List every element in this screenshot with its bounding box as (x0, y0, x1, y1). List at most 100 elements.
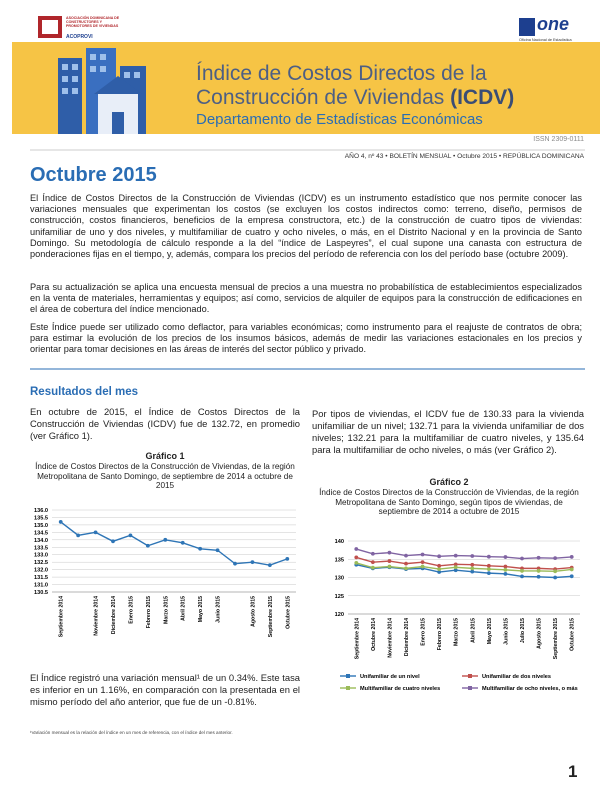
data-point (520, 569, 524, 573)
x-tick-label: Agosto 2015 (250, 596, 256, 627)
data-point (354, 555, 359, 560)
data-point (536, 574, 541, 579)
one-logo-mark (519, 18, 535, 36)
data-point (520, 556, 524, 561)
data-point (453, 553, 458, 558)
x-tick-label: Enero 2015 (421, 618, 427, 646)
y-tick-label: 135.0 (34, 523, 48, 529)
chart-caption: Gráfico 2 Índice de Costos Directos de la… (318, 477, 580, 517)
data-point (569, 555, 574, 559)
data-point (387, 550, 392, 555)
data-point (370, 565, 375, 570)
data-point (404, 566, 408, 571)
paragraph: En octubre de 2015, el Índice de Costos … (30, 406, 300, 441)
data-point (569, 574, 574, 579)
org-logo-text: ASOCIACIÓN DOMINICANA DE CONSTRUCTORES Y… (66, 16, 120, 29)
data-point (470, 562, 475, 567)
y-tick-label: 133.0 (34, 553, 48, 559)
data-point (453, 565, 458, 570)
data-point (503, 555, 508, 559)
x-tick-label: Febrero 2015 (146, 596, 152, 628)
data-point (437, 563, 442, 568)
x-tick-label: Mayo 2015 (198, 596, 204, 622)
x-tick-label: Septiembre 2014 (59, 596, 65, 637)
legend-marker (468, 686, 472, 690)
data-point (76, 533, 81, 538)
data-point (453, 568, 458, 573)
y-tick-label: 132.0 (34, 568, 48, 574)
data-point (520, 574, 524, 579)
x-tick-label: Octubre 2014 (371, 618, 377, 651)
data-point (437, 567, 442, 572)
data-point (404, 561, 408, 566)
x-tick-label: Diciembre 2014 (404, 618, 410, 656)
data-point (180, 540, 185, 545)
data-point (233, 561, 237, 566)
x-tick-label: Noviembre 2014 (94, 596, 100, 636)
data-point (250, 560, 255, 565)
data-line (356, 562, 572, 572)
x-tick-label: Abril 2015 (470, 618, 476, 643)
y-tick-label: 140 (335, 539, 344, 545)
org-logo-mark (42, 20, 58, 34)
data-point (470, 554, 475, 558)
data-point (420, 564, 425, 569)
chart-title: Gráfico 1 (145, 451, 185, 461)
y-tick-label: 130.5 (34, 590, 48, 596)
legend-label: Unifamiliar de un nivel (360, 674, 420, 680)
data-point (215, 548, 220, 553)
x-tick-label: Octubre 2015 (285, 596, 291, 629)
x-tick-label: Julio 2015 (520, 618, 526, 643)
title: Construcción de Viviendas (ICDV) (196, 86, 514, 110)
page-number: 1 (568, 762, 578, 781)
paragraph: El Índice de Costos Directos de la Const… (30, 193, 582, 260)
x-tick-label: Mayo 2015 (487, 618, 493, 644)
y-tick-label: 131.0 (34, 583, 48, 589)
y-tick-label: 130 (335, 576, 344, 582)
data-line (356, 564, 572, 579)
data-point (553, 556, 558, 561)
y-tick-label: 134.5 (34, 530, 48, 536)
x-tick-label: Febrero 2015 (437, 618, 443, 650)
data-point (553, 575, 558, 580)
data-point (354, 547, 359, 551)
chart-title: Gráfico 2 (429, 477, 469, 487)
legend-label: Multifamiliar de cuatro niveles (360, 686, 440, 692)
title-acronym: (ICDV) (450, 86, 515, 109)
y-tick-label: 134.0 (34, 538, 48, 544)
data-point (470, 566, 475, 571)
heading: Octubre 2015 (30, 164, 157, 186)
one-logo-text: Oficina Nacional de Estadística (519, 38, 572, 42)
data-point (453, 562, 458, 567)
paragraph: Para su actualización se aplica una encu… (30, 282, 582, 315)
x-tick-label: Agosto 2015 (537, 618, 543, 649)
data-point (128, 533, 133, 538)
data-point (437, 554, 442, 559)
legend-marker (346, 674, 350, 678)
data-point (470, 569, 475, 574)
chart-subtitle: Índice de Costos Directos de la Construc… (319, 487, 579, 517)
footnote: ¹Variación mensual es la relación del ín… (30, 730, 233, 735)
data-point (370, 551, 375, 556)
data-point (387, 564, 392, 569)
x-tick-label: Marzo 2015 (454, 618, 460, 646)
x-tick-label: Noviembre 2014 (387, 618, 393, 658)
issue-line: AÑO 4, nº 43 • BOLETÍN MENSUAL • Octubre… (344, 153, 584, 160)
x-tick-label: Junio 2015 (503, 618, 509, 645)
data-point (553, 569, 558, 574)
x-tick-label: Septiembre 2015 (553, 618, 559, 659)
data-line (60, 521, 288, 566)
legend-label: Multifamiliar de ocho niveles, o más (482, 686, 578, 692)
paragraph: El Índice registró una variación mensual… (30, 672, 300, 707)
data-point (420, 560, 425, 565)
data-point (486, 563, 491, 568)
x-tick-label: Junio 2015 (216, 596, 222, 623)
chart-subtitle: Índice de Costos Directos de la Construc… (35, 461, 295, 491)
building-illustration (58, 48, 146, 134)
department: Departamento de Estadísticas Económicas (196, 111, 483, 128)
data-point (145, 543, 150, 548)
y-tick-label: 136.0 (34, 508, 48, 514)
data-point (503, 564, 508, 569)
y-tick-label: 132.5 (34, 560, 48, 566)
